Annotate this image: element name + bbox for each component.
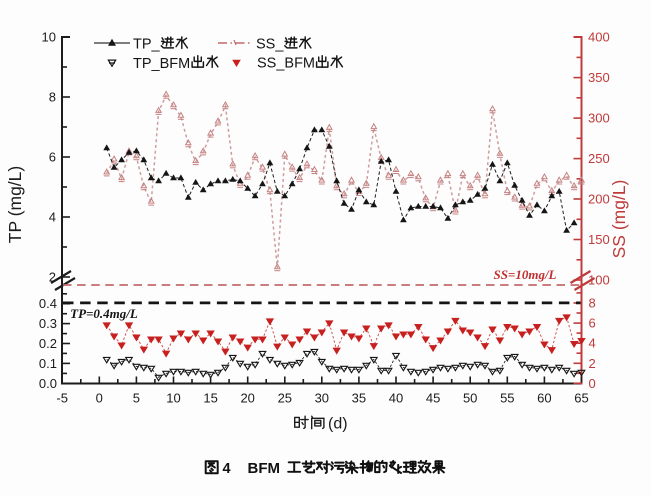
svg-text:0.2: 0.2 — [39, 336, 57, 351]
svg-text:TP=0.4mg/L: TP=0.4mg/L — [70, 306, 138, 321]
svg-text:6: 6 — [49, 150, 56, 165]
svg-text:10: 10 — [166, 391, 180, 406]
svg-text:0.0: 0.0 — [39, 376, 57, 391]
svg-text:300: 300 — [588, 111, 610, 126]
svg-text:TP_: TP_ — [133, 36, 161, 52]
svg-text:350: 350 — [588, 70, 610, 85]
svg-text:0.3: 0.3 — [39, 316, 57, 331]
svg-text:SS=10mg/L: SS=10mg/L — [493, 267, 556, 282]
svg-text:SS (mg/L): SS (mg/L) — [609, 180, 629, 259]
svg-text:40: 40 — [389, 391, 403, 406]
svg-text:4: 4 — [223, 461, 231, 477]
svg-text:50: 50 — [463, 391, 477, 406]
svg-text:4: 4 — [49, 210, 56, 225]
svg-text:8: 8 — [589, 296, 596, 311]
svg-text:15: 15 — [203, 391, 217, 406]
svg-text:0.4: 0.4 — [39, 296, 57, 311]
svg-text:35: 35 — [352, 391, 366, 406]
svg-text:400: 400 — [588, 30, 610, 45]
svg-text:0.1: 0.1 — [39, 356, 57, 371]
svg-text:45: 45 — [426, 391, 440, 406]
svg-text:20: 20 — [240, 391, 254, 406]
svg-text:SS_BFM: SS_BFM — [257, 56, 315, 72]
svg-text:100: 100 — [588, 273, 610, 288]
svg-text:SS_: SS_ — [256, 36, 284, 52]
svg-text:10: 10 — [42, 30, 56, 45]
svg-text:30: 30 — [315, 391, 329, 406]
svg-text:60: 60 — [537, 391, 551, 406]
svg-text:5: 5 — [133, 391, 140, 406]
svg-text:25: 25 — [278, 391, 292, 406]
svg-text:2: 2 — [589, 356, 596, 371]
svg-text:(d): (d) — [328, 416, 348, 433]
svg-text:2: 2 — [49, 270, 56, 285]
svg-text:TP_BFM: TP_BFM — [133, 56, 190, 72]
svg-text:BFM: BFM — [248, 460, 281, 477]
svg-text:65: 65 — [574, 391, 588, 406]
svg-text:250: 250 — [588, 151, 610, 166]
svg-text:TP (mg/L): TP (mg/L) — [5, 166, 25, 243]
svg-text:200: 200 — [588, 192, 610, 207]
svg-text:6: 6 — [589, 316, 596, 331]
svg-text:8: 8 — [49, 90, 56, 105]
svg-text:150: 150 — [588, 232, 610, 247]
svg-text:4: 4 — [589, 336, 596, 351]
svg-text:-5: -5 — [56, 391, 68, 406]
svg-text:0: 0 — [96, 391, 103, 406]
svg-text:55: 55 — [500, 391, 514, 406]
svg-text:0: 0 — [589, 376, 596, 391]
